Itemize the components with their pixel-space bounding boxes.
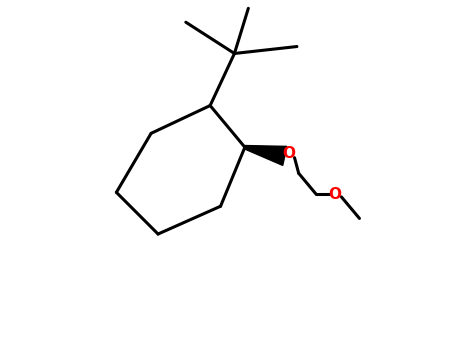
Text: O: O (329, 187, 342, 202)
Polygon shape (244, 146, 287, 166)
Text: O: O (283, 146, 295, 161)
